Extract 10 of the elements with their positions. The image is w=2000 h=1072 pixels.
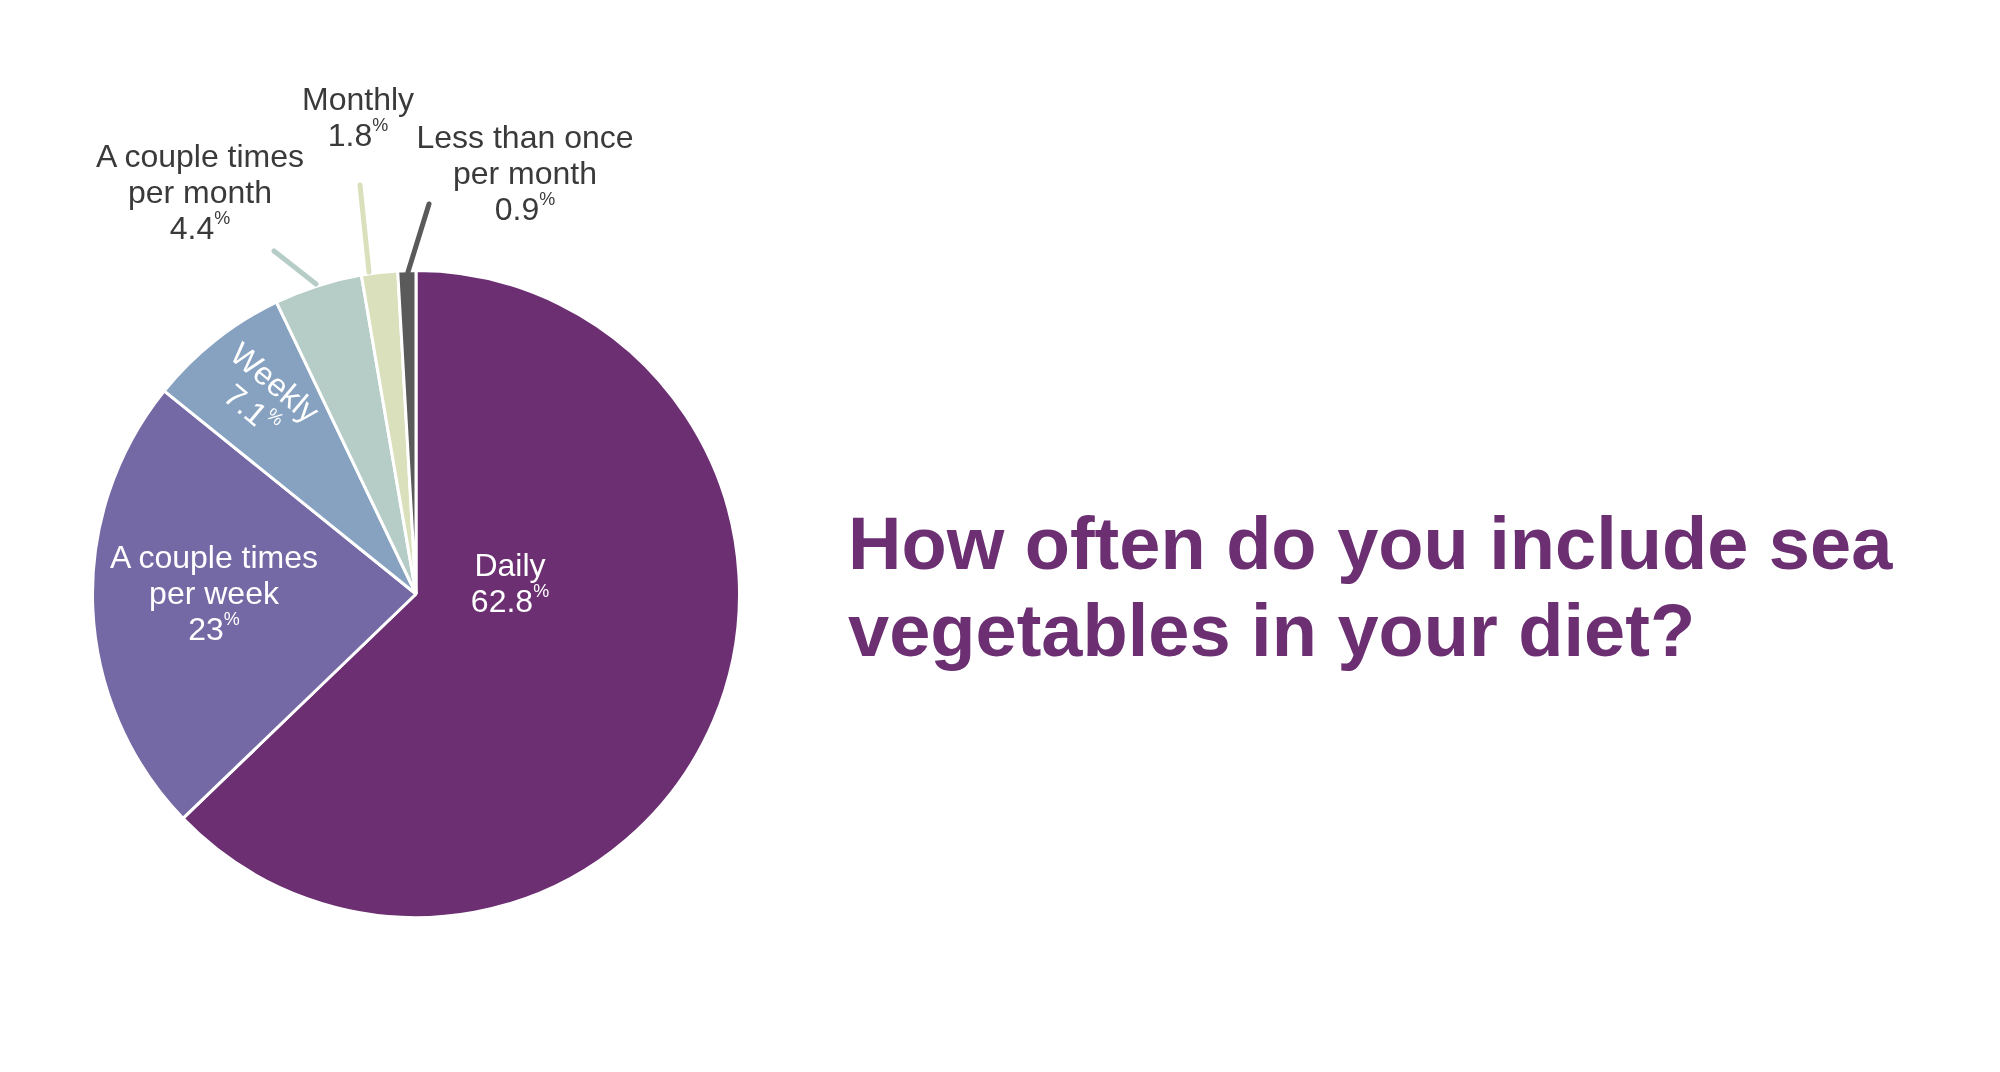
slice-label: Daily <box>474 546 546 583</box>
slice-label: A couple times per month <box>95 137 305 210</box>
data-label: 4.4% <box>169 207 231 246</box>
data-label: 1.8% <box>327 114 389 153</box>
data-label: 0.9% <box>494 188 556 227</box>
slice-label: A couple times per week <box>109 538 319 611</box>
slice-label: Less than once per month <box>416 118 634 191</box>
text: How often do you include sea vegetables in your diet? <box>848 501 1894 675</box>
data-label: 23% <box>188 608 240 647</box>
slice-label: Monthly <box>301 80 415 117</box>
